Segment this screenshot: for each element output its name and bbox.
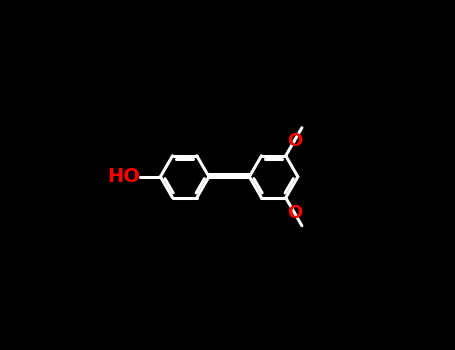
Text: O: O	[287, 132, 302, 149]
Text: O: O	[287, 204, 302, 222]
Text: HO: HO	[107, 167, 140, 186]
